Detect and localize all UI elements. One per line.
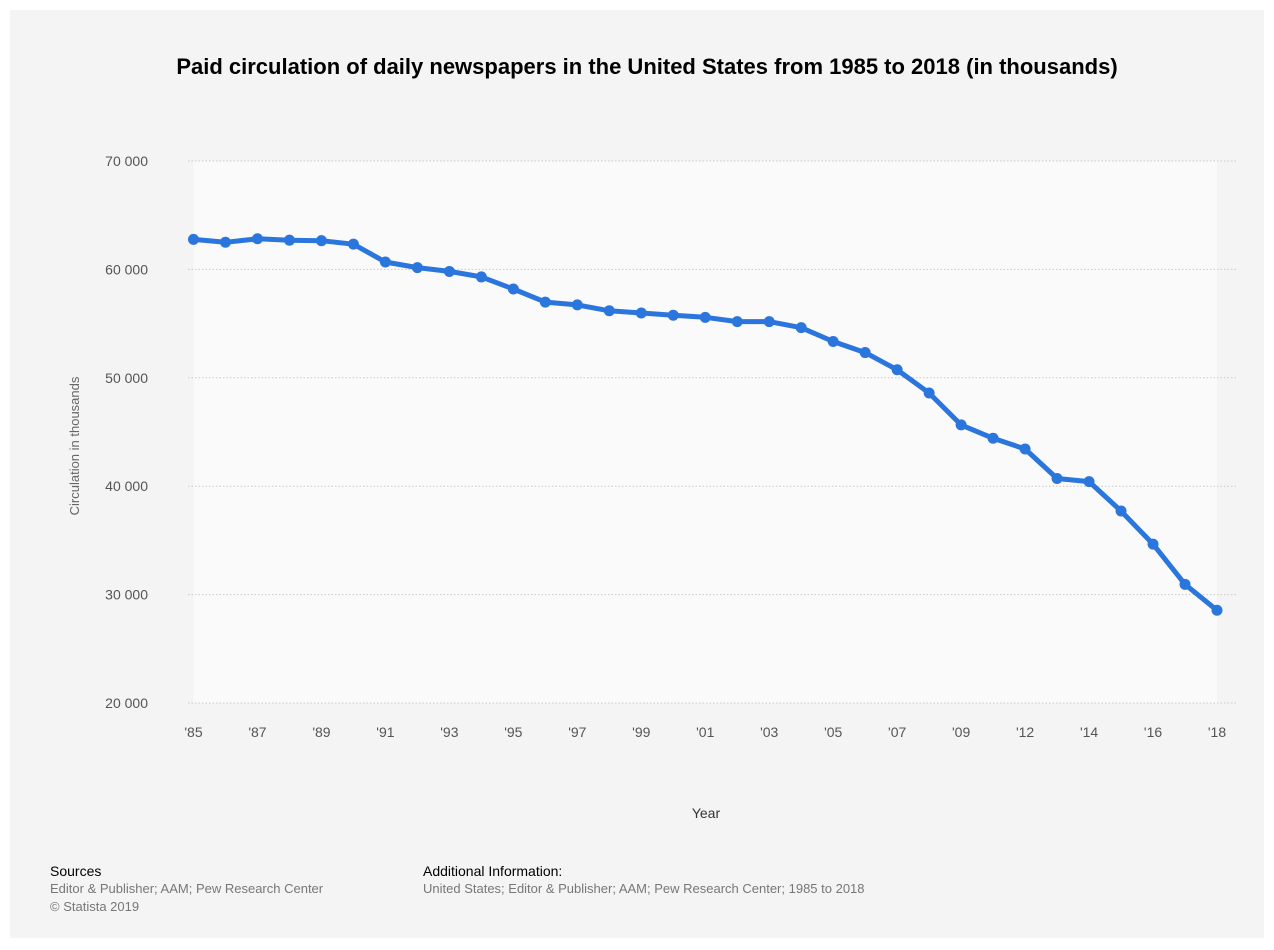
x-tick-label: '03 bbox=[760, 724, 778, 740]
data-point bbox=[1051, 472, 1063, 484]
column-band bbox=[321, 161, 386, 703]
y-tick-label: 20 000 bbox=[105, 695, 148, 711]
sources-heading: Sources bbox=[50, 863, 102, 879]
x-tick-label: '87 bbox=[248, 724, 266, 740]
data-point bbox=[251, 233, 263, 245]
x-tick-label: '16 bbox=[1144, 724, 1162, 740]
x-tick-label: '93 bbox=[440, 724, 458, 740]
data-point bbox=[795, 322, 807, 334]
column-band bbox=[641, 161, 706, 703]
column-band bbox=[1025, 161, 1090, 703]
data-point bbox=[859, 347, 871, 359]
x-tick-label: '18 bbox=[1208, 724, 1226, 740]
data-point bbox=[1147, 538, 1159, 550]
sources-text: Editor & Publisher; AAM; Pew Research Ce… bbox=[50, 881, 324, 896]
column-band bbox=[193, 161, 258, 703]
x-tick-label: '97 bbox=[568, 724, 586, 740]
column-band bbox=[769, 161, 834, 703]
column-bands bbox=[193, 161, 1217, 703]
data-point bbox=[699, 311, 711, 323]
y-tick-label: 30 000 bbox=[105, 587, 148, 603]
column-band bbox=[577, 161, 642, 703]
chart-title: Paid circulation of daily newspapers in … bbox=[176, 54, 1118, 79]
data-point bbox=[219, 236, 231, 248]
data-point bbox=[1115, 505, 1127, 517]
x-tick-label: '89 bbox=[312, 724, 330, 740]
column-band bbox=[1153, 161, 1217, 703]
column-band bbox=[1089, 161, 1154, 703]
additional-info-heading: Additional Information: bbox=[423, 863, 563, 879]
column-band bbox=[961, 161, 1026, 703]
data-point bbox=[891, 364, 903, 376]
x-axis-title: Year bbox=[692, 805, 721, 821]
x-tick-label: '07 bbox=[888, 724, 906, 740]
data-point bbox=[603, 305, 615, 317]
column-band bbox=[705, 161, 770, 703]
column-band bbox=[897, 161, 962, 703]
additional-info-text: United States; Editor & Publisher; AAM; … bbox=[423, 881, 865, 896]
copyright-text: © Statista 2019 bbox=[50, 899, 140, 914]
data-point bbox=[379, 256, 391, 268]
x-tick-label: '91 bbox=[376, 724, 394, 740]
x-tick-label: '09 bbox=[952, 724, 970, 740]
column-band bbox=[449, 161, 514, 703]
y-tick-label: 50 000 bbox=[105, 370, 148, 386]
x-tick-label: '12 bbox=[1016, 724, 1034, 740]
data-series bbox=[188, 233, 1223, 616]
data-point bbox=[987, 432, 999, 444]
data-point bbox=[1019, 443, 1031, 455]
data-point bbox=[443, 265, 455, 277]
y-tick-label: 40 000 bbox=[105, 478, 148, 494]
data-point bbox=[411, 262, 423, 274]
column-band bbox=[513, 161, 578, 703]
data-point bbox=[955, 419, 967, 431]
data-point bbox=[763, 316, 775, 328]
data-point bbox=[188, 233, 199, 245]
data-point bbox=[507, 283, 519, 295]
column-band bbox=[257, 161, 322, 703]
column-band bbox=[385, 161, 450, 703]
y-tick-label: 70 000 bbox=[105, 153, 148, 169]
x-axis-ticks: '85 '87 '89 '91 '93 '95 '97 '99 '01 '03 '05 '07 '09 '… bbox=[184, 724, 1226, 740]
x-tick-label: '05 bbox=[824, 724, 842, 740]
data-point bbox=[635, 307, 647, 319]
data-point bbox=[1211, 604, 1223, 616]
y-axis-title: Circulation in thousands bbox=[67, 376, 82, 515]
data-point bbox=[347, 238, 359, 250]
sources-block: Sources Editor & Publisher; AAM; Pew Res… bbox=[50, 862, 323, 916]
data-point bbox=[827, 336, 839, 348]
x-tick-label: '99 bbox=[632, 724, 650, 740]
data-point bbox=[731, 316, 743, 328]
data-point bbox=[1083, 476, 1095, 488]
data-point bbox=[667, 309, 679, 321]
chart-card: Paid circulation of daily newspapers in … bbox=[10, 10, 1264, 938]
line-chart: 20 000 30 000 40 000 50 000 60 000 70 000 '85… bbox=[67, 153, 1236, 821]
x-tick-label: '14 bbox=[1080, 724, 1098, 740]
data-point bbox=[923, 387, 935, 399]
additional-info-block: Additional Information: United States; E… bbox=[423, 862, 865, 898]
x-tick-label: '01 bbox=[696, 724, 714, 740]
data-point bbox=[539, 296, 551, 308]
y-tick-label: 60 000 bbox=[105, 261, 148, 277]
x-tick-label: '85 bbox=[184, 724, 202, 740]
data-point bbox=[1179, 578, 1191, 590]
column-band bbox=[833, 161, 898, 703]
y-axis-ticks: 20 000 30 000 40 000 50 000 60 000 70 000 bbox=[105, 153, 148, 711]
data-point bbox=[315, 235, 327, 247]
data-point bbox=[475, 271, 487, 283]
x-tick-label: '95 bbox=[504, 724, 522, 740]
data-point bbox=[283, 234, 295, 246]
data-point bbox=[571, 299, 583, 311]
